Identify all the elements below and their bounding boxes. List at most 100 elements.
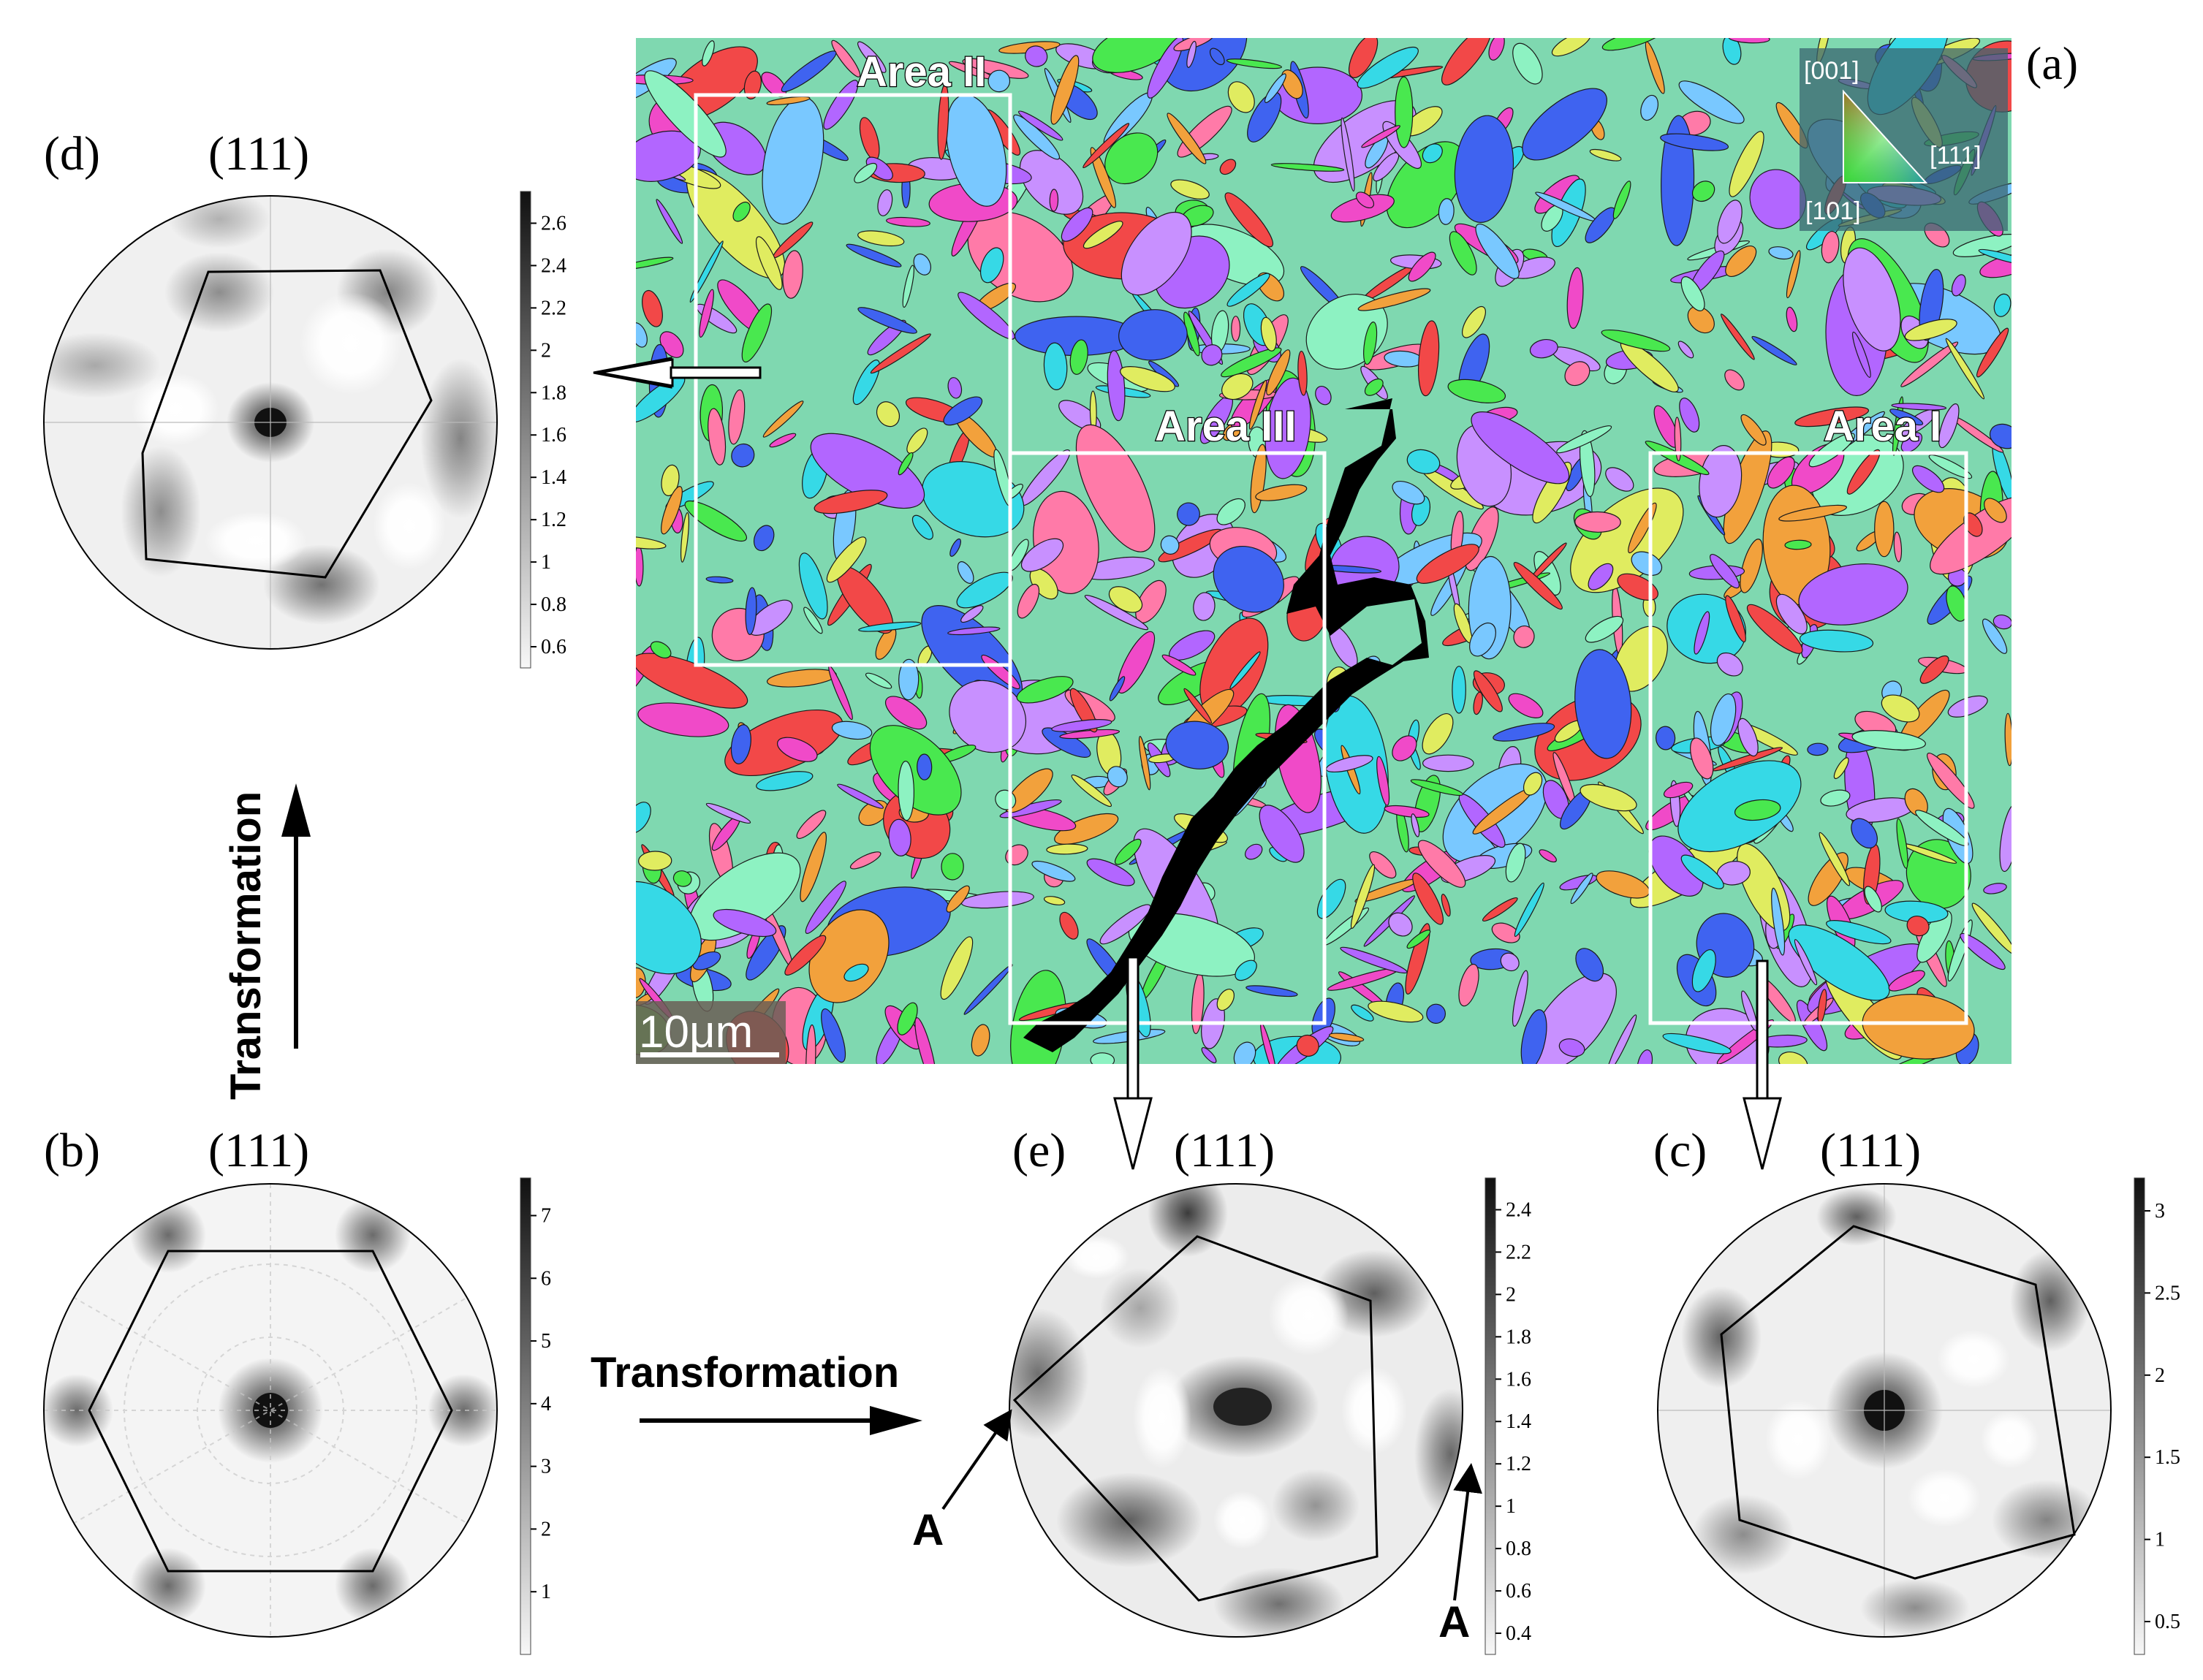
- grain: [1999, 804, 2011, 873]
- grain: [937, 83, 949, 160]
- ipf-label-101: [101]: [1805, 197, 1861, 225]
- grain: [743, 70, 762, 100]
- grain: [1778, 504, 1848, 522]
- grain: [1513, 562, 1563, 610]
- grain: [636, 256, 674, 270]
- grain: [1121, 211, 1192, 296]
- grain: [1775, 593, 1808, 634]
- grain: [796, 810, 827, 839]
- grain: [1960, 932, 2006, 970]
- grain: [1927, 753, 1975, 809]
- colorbar-e-gradient: [1485, 1177, 1496, 1655]
- colorbar-d-tick-label: 2: [541, 339, 551, 362]
- grain: [1737, 718, 1759, 757]
- grain: [1645, 41, 1665, 94]
- grain: [885, 696, 928, 730]
- colorbar-d-gradient: [520, 191, 531, 669]
- grain: [661, 464, 680, 496]
- grain: [1233, 1041, 1256, 1064]
- grain: [1570, 873, 1593, 905]
- grain: [1846, 449, 1881, 495]
- colorbar-c-tick-label: 3: [2155, 1200, 2165, 1223]
- grain: [1971, 902, 2011, 955]
- grain: [2004, 712, 2011, 767]
- grain: [741, 303, 773, 362]
- grain: [1348, 38, 1379, 78]
- grain: [1025, 45, 1048, 67]
- colorbar-e-tick-label: 0.6: [1506, 1580, 1531, 1603]
- grain: [837, 783, 884, 809]
- grain: [1655, 726, 1676, 750]
- grain: [1247, 91, 1282, 142]
- grain: [858, 621, 922, 632]
- grain: [1851, 818, 1878, 849]
- colorbar-b-tick-label: 7: [541, 1204, 551, 1227]
- grain: [805, 881, 846, 934]
- grain: [898, 658, 920, 701]
- grain: [1266, 349, 1291, 396]
- grain: [1881, 694, 1920, 723]
- grain: [1904, 319, 1957, 341]
- grain: [1469, 622, 1496, 657]
- grain: [1454, 115, 1514, 224]
- scale-bar-line: [640, 1052, 779, 1057]
- grain: [1512, 42, 1543, 85]
- grain: [766, 96, 811, 106]
- pole-contours-d: [44, 196, 497, 649]
- grain: [1449, 231, 1477, 275]
- grain: [1699, 445, 1743, 518]
- transformation-label-horizontal: Transformation: [591, 1349, 899, 1396]
- grain: [958, 292, 1015, 340]
- grain: [947, 377, 963, 399]
- grain: [1412, 873, 1444, 925]
- grain: [1690, 737, 1714, 780]
- crack-region: [1023, 398, 1429, 1052]
- area-2-label: Area II: [857, 48, 986, 96]
- grain: [911, 514, 933, 540]
- grain: [1082, 221, 1123, 249]
- area-1-label: Area I: [1824, 403, 1941, 450]
- grain: [1392, 480, 1425, 505]
- grain: [1912, 465, 1945, 493]
- colorbar-d-tick-label: 1: [541, 551, 551, 574]
- grain: [1216, 989, 1235, 1011]
- grain: [1438, 198, 1455, 225]
- area-boxes: [694, 93, 1968, 1025]
- grain: [1493, 723, 1555, 742]
- ipf-label-111: [111]: [1930, 142, 1982, 170]
- grain: [1820, 789, 1851, 807]
- grain: [940, 936, 974, 1000]
- grain: [877, 189, 893, 216]
- grain: [821, 1008, 846, 1063]
- grain: [1054, 813, 1119, 845]
- area3-to-e-arrow: [1126, 956, 1140, 1101]
- grain: [897, 1002, 918, 1035]
- grain: [1392, 735, 1417, 761]
- grain: [1786, 306, 1798, 332]
- grain: [1376, 756, 1390, 806]
- grain: [1794, 939, 1818, 986]
- grain: [650, 641, 672, 659]
- pole-figure-c: (c) (111) 3 2.5 2 1.5 1 0.5: [1653, 1124, 2180, 1655]
- grain: [1462, 305, 1486, 338]
- grain: [1640, 94, 1658, 121]
- grain: [1951, 274, 1966, 297]
- grain: [1340, 946, 1408, 974]
- grain: [1315, 386, 1332, 406]
- grain: [1722, 38, 1742, 65]
- grain: [826, 536, 867, 583]
- grain: [1826, 920, 1892, 945]
- grain: [1786, 250, 1801, 299]
- grain: [1906, 916, 1930, 937]
- grain: [1915, 810, 1969, 847]
- colorbar-d-tick-label: 2.6: [541, 212, 566, 235]
- grain: [1161, 654, 1197, 676]
- pole-figure-d: (d) (111) 2.6 2.4 2.2 2 1.8 1.6 1.4 1.2 1 0.8 0.6: [43, 127, 566, 669]
- grain: [1716, 652, 1743, 677]
- grain: [636, 322, 648, 348]
- grain: [1771, 887, 1786, 956]
- grain: [745, 587, 757, 635]
- grain: [1520, 1009, 1547, 1064]
- grain: [1808, 433, 1855, 468]
